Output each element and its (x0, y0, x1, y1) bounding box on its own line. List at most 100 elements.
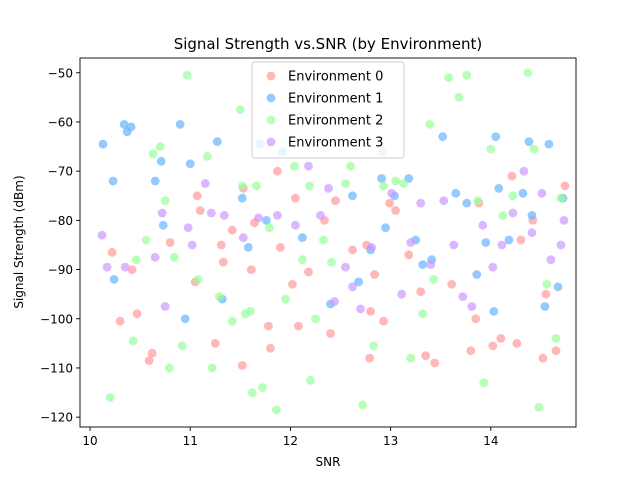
data-point (544, 139, 554, 149)
data-point (425, 120, 435, 129)
data-point (237, 181, 247, 191)
legend-label: Environment 1 (288, 92, 383, 107)
data-point (330, 297, 339, 306)
data-point (272, 405, 281, 415)
data-point (304, 161, 313, 171)
data-point (429, 275, 439, 284)
legend-label: Environment 0 (288, 70, 383, 85)
data-point (150, 176, 160, 186)
data-point (369, 341, 378, 351)
data-point (559, 216, 569, 225)
data-point (273, 166, 282, 176)
data-point (379, 316, 388, 326)
data-point (346, 161, 355, 171)
data-point (160, 196, 170, 206)
data-point (534, 402, 544, 412)
x-tick-label: 10 (82, 434, 97, 448)
data-point (212, 137, 222, 147)
data-point (454, 93, 464, 102)
data-point (331, 196, 340, 206)
data-point (175, 120, 185, 129)
y-axis: −120 −110 −100 −90 −80 −70 −60 −50 (40, 66, 80, 425)
data-point (243, 243, 253, 252)
legend-marker (266, 71, 276, 81)
data-point (479, 378, 489, 388)
data-point (264, 321, 273, 331)
data-point (553, 282, 563, 292)
data-point (105, 393, 115, 402)
data-point (466, 346, 476, 356)
data-point (367, 243, 376, 252)
plot-frame (79, 57, 577, 428)
data-point (219, 211, 229, 220)
data-point (158, 220, 168, 230)
data-point (273, 211, 282, 220)
data-point (214, 292, 224, 301)
data-point (508, 208, 518, 218)
data-point (98, 139, 108, 149)
data-point (109, 275, 119, 284)
data-point (218, 257, 228, 267)
x-tick-label: 14 (483, 434, 498, 448)
data-point (237, 193, 247, 203)
data-point (150, 252, 160, 262)
data-point (157, 208, 167, 218)
legend-marker (266, 137, 276, 147)
data-point (348, 282, 357, 292)
data-point (519, 166, 529, 176)
y-tick-label: −110 (40, 361, 73, 375)
data-point (449, 240, 459, 250)
data-point (237, 361, 247, 370)
data-point (356, 304, 365, 314)
data-point (451, 188, 461, 198)
data-point (245, 307, 255, 316)
data-point (489, 307, 499, 316)
data-point (472, 270, 482, 279)
data-point (290, 161, 299, 171)
data-point (518, 188, 528, 198)
y-tick-label: −120 (40, 411, 73, 425)
data-point (185, 159, 195, 169)
data-point (97, 230, 107, 240)
data-point (107, 247, 117, 257)
data-point (128, 336, 138, 346)
data-point (488, 262, 498, 272)
data-point (488, 341, 498, 351)
data-point (265, 223, 274, 233)
data-point (512, 339, 522, 348)
data-point (202, 152, 212, 161)
data-point (160, 302, 170, 311)
data-point (327, 257, 336, 267)
data-point (252, 181, 261, 191)
y-tick-label: −60 (48, 115, 73, 129)
data-point (439, 196, 449, 206)
data-point (341, 262, 350, 272)
data-point (120, 262, 130, 272)
data-point (326, 329, 335, 338)
data-point (102, 262, 112, 272)
x-axis-label: SNR (316, 455, 341, 469)
data-point (183, 223, 193, 233)
data-point (281, 294, 290, 304)
data-point (193, 275, 203, 284)
data-point (541, 289, 551, 299)
data-point (508, 191, 518, 201)
data-point (206, 208, 216, 218)
data-point (354, 277, 363, 287)
data-point (556, 193, 566, 203)
data-point (462, 70, 472, 80)
x-axis: 10 11 12 13 14 (82, 427, 498, 448)
data-point (254, 213, 263, 223)
data-point (266, 343, 275, 353)
data-point (366, 307, 375, 316)
data-point (494, 184, 504, 193)
data-point (298, 233, 307, 243)
data-point (426, 260, 436, 269)
legend-label: Environment 3 (288, 136, 383, 151)
y-tick-label: −90 (48, 263, 73, 277)
data-point (291, 193, 300, 203)
data-point (276, 243, 285, 252)
data-point (556, 240, 566, 250)
